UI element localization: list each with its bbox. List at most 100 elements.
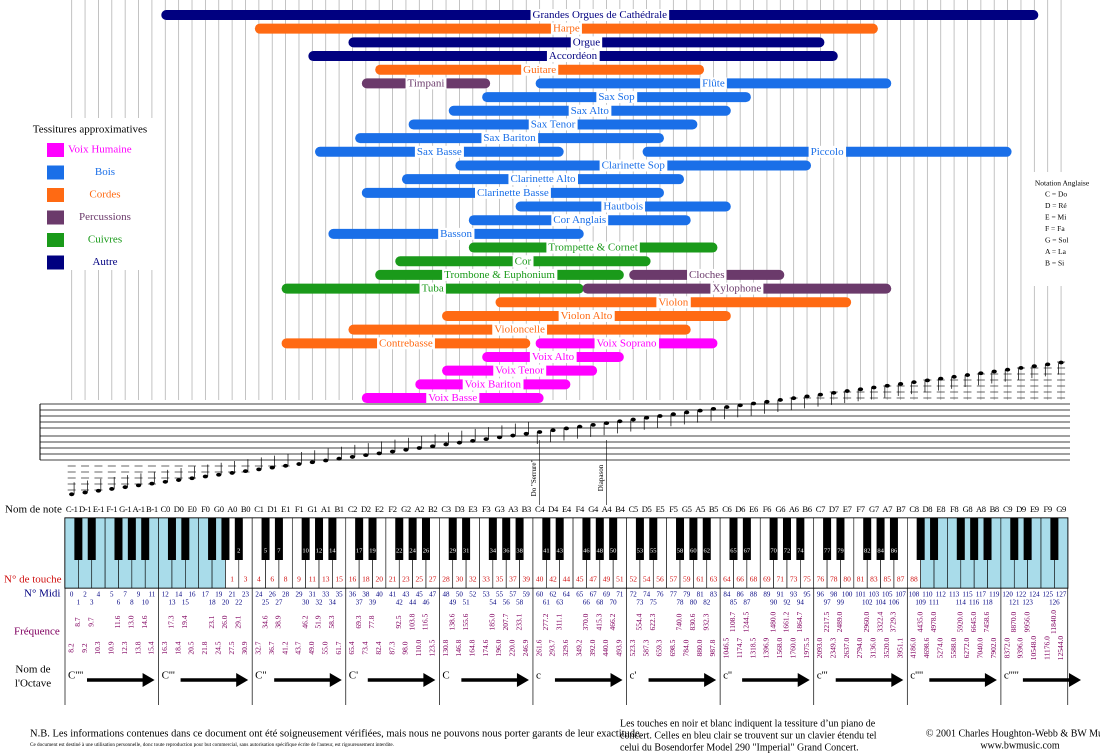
legend-swatch <box>47 165 64 180</box>
key-number-black: 36 <box>503 547 510 554</box>
key-number-black: 50 <box>610 547 617 554</box>
instrument-label: Guitare <box>523 64 556 76</box>
note-name: E4 <box>562 504 572 514</box>
legend-swatch <box>47 188 64 202</box>
midi-number: 29 <box>295 591 303 599</box>
note-name: D-1 <box>79 504 91 514</box>
key-number-black: 12 <box>316 547 323 554</box>
note-head <box>938 376 944 381</box>
black-key <box>595 518 604 560</box>
midi-number: 113 <box>949 591 960 599</box>
frequency: 46.2 <box>300 615 309 628</box>
black-key <box>315 518 324 560</box>
key-number: 45 <box>576 575 584 584</box>
instrument-label: Hautbois <box>603 201 643 213</box>
instrument-label: Timpani <box>408 77 445 89</box>
black-key <box>1010 518 1019 560</box>
note-name: C4 <box>535 504 545 514</box>
midi-number: 101 <box>855 591 866 599</box>
midi-number: 89 <box>763 591 771 599</box>
note-name: G3 <box>495 504 505 514</box>
label-background <box>508 173 579 186</box>
key-number: 76 <box>817 575 825 584</box>
note-head <box>176 478 182 482</box>
key-number-black: 7 <box>277 547 281 554</box>
note-head <box>363 453 369 458</box>
black-key <box>1023 518 1032 560</box>
note-head <box>69 492 75 497</box>
frequency: 51.9 <box>314 615 323 628</box>
note-head <box>229 471 235 475</box>
midi-number: 85 <box>730 599 738 607</box>
frequency: 2960.0 <box>862 611 871 632</box>
frequency: 20.5 <box>187 641 196 654</box>
key-number-black: 48 <box>597 547 604 554</box>
instrument-label: Violoncelle <box>494 324 545 336</box>
midi-number: 21 <box>229 591 237 599</box>
frequency: 34.6 <box>260 615 269 628</box>
midi-number: 110 <box>922 591 933 599</box>
midi-number: 7 <box>123 591 127 599</box>
note-head <box>430 444 436 449</box>
frequency: 2217.5 <box>822 611 831 632</box>
octave-name: c'' <box>723 670 732 682</box>
key-number: 63 <box>710 575 718 584</box>
row-label: N° de touche <box>4 574 62 586</box>
notation-line: G = Sol <box>1045 236 1068 245</box>
midi-number: 26 <box>269 591 277 599</box>
midi-number: 49 <box>449 599 457 607</box>
note-head <box>924 378 930 383</box>
frequency: 932.3 <box>701 613 710 630</box>
note-name: A2 <box>414 504 424 514</box>
key-number-black: 2 <box>237 547 240 554</box>
instrument-label: Flûte <box>702 77 725 89</box>
midi-number: 41 <box>389 591 397 599</box>
note-name: A-1 <box>132 504 144 514</box>
notation-line: D = Ré <box>1045 201 1067 210</box>
midi-number: 123 <box>1022 599 1033 607</box>
frequency: 123.5 <box>427 639 436 656</box>
frequency: 73.4 <box>361 641 370 654</box>
frequency: 196.0 <box>494 639 503 656</box>
key-number: 25 <box>416 575 424 584</box>
note-name: B4 <box>615 504 625 514</box>
note-head <box>550 428 556 433</box>
frequency: 14.6 <box>140 615 149 628</box>
frequency: 2093.0 <box>815 637 824 658</box>
midi-number: 95 <box>804 591 812 599</box>
black-key <box>863 518 872 560</box>
note-head <box>510 433 516 438</box>
legend-label: Bois <box>95 166 115 178</box>
instrument-label: Contrebasse <box>379 337 433 349</box>
midi-number: 105 <box>882 591 893 599</box>
note-name: A5 <box>695 504 705 514</box>
label-background <box>594 337 660 350</box>
octave-name: c'''' <box>910 670 923 682</box>
frequency: 55.0 <box>320 641 329 654</box>
key-number: 73 <box>790 575 798 584</box>
note-head <box>403 447 409 452</box>
label-background <box>596 91 638 104</box>
black-key <box>676 518 685 560</box>
midi-number: 32 <box>316 599 324 607</box>
label-background <box>438 227 475 240</box>
label-background <box>512 255 534 268</box>
midi-number: 104 <box>875 599 886 607</box>
key-number: 35 <box>496 575 504 584</box>
midi-number: 72 <box>630 591 638 599</box>
note-name: F6 <box>763 504 772 514</box>
midi-number: 77 <box>670 591 678 599</box>
notation-line: A = La <box>1045 247 1067 256</box>
midi-number: 35 <box>336 591 344 599</box>
note-name: G9 <box>1056 504 1066 514</box>
note-name: C0 <box>161 504 170 514</box>
black-key <box>916 518 925 560</box>
midi-number: 120 <box>1002 591 1013 599</box>
frequency: 4978.0 <box>929 611 938 632</box>
label-background <box>601 200 646 213</box>
note-head <box>82 490 88 495</box>
midi-number: 53 <box>483 591 491 599</box>
midi-number: 14 <box>175 591 183 599</box>
instrument-label: Voix Tenor <box>495 365 544 377</box>
midi-number: 112 <box>936 591 947 599</box>
